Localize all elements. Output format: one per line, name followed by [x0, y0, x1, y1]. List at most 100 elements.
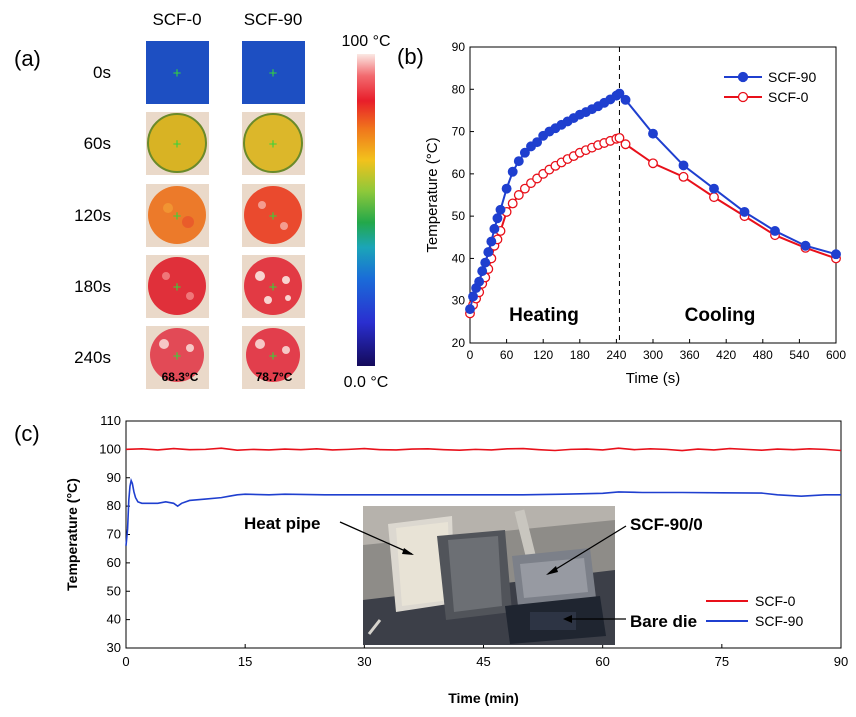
x-tick-label: 480	[753, 348, 773, 362]
svg-text:+: +	[269, 136, 278, 153]
x-tick-label: 540	[789, 348, 809, 362]
series-line-scf-0	[125, 447, 842, 452]
y-tick-label: 30	[107, 640, 121, 655]
legend-label-scf-90: SCF-90	[768, 69, 816, 85]
thermal-image-scf-90-120s: +	[242, 184, 305, 247]
legend-marker-scf-0	[737, 91, 749, 103]
arrowhead-bare-die	[563, 615, 572, 623]
x-tick-label: 360	[680, 348, 700, 362]
data-point-scf-90	[486, 236, 497, 247]
svg-text:+: +	[269, 279, 278, 296]
legend-label-scf-0: SCF-0	[768, 89, 809, 105]
data-point-scf-90	[492, 213, 503, 224]
y-tick-label: 70	[107, 527, 121, 542]
svg-text:+: +	[173, 208, 182, 225]
y-axis-label: Temperature (°C)	[424, 137, 441, 252]
data-point-scf-90	[477, 266, 488, 277]
thermal-image-scf-0-0s: +	[146, 41, 209, 104]
svg-text:+: +	[173, 279, 182, 296]
arrowhead-scf	[546, 566, 558, 575]
thermal-image-scf-0-120s: +	[146, 184, 209, 247]
colorbar	[357, 54, 375, 366]
x-tick-label: 60	[500, 348, 514, 362]
data-point-scf-0	[519, 183, 530, 194]
data-point-scf-90	[507, 166, 518, 177]
data-point-scf-90	[800, 240, 811, 251]
x-tick-label: 420	[716, 348, 736, 362]
colorbar-max-label: 100 °C	[341, 33, 390, 50]
data-point-scf-90	[495, 204, 506, 215]
colorbar-min-label: 0.0 °C	[344, 374, 389, 391]
thermal-image-scf-0-60s: +	[146, 112, 209, 175]
thermal-image-scf-90-0s: +	[242, 41, 305, 104]
thermal-image-scf-90-240s: + 78.7°C	[242, 326, 305, 389]
row-label-180s: 180s	[74, 277, 111, 296]
thermal-image-scf-90-180s: +	[242, 255, 305, 318]
data-point-scf-0	[678, 171, 689, 182]
data-point-scf-90	[709, 183, 719, 194]
y-tick-label: 80	[452, 82, 466, 96]
y-tick-label: 60	[107, 555, 121, 570]
panel-c: (c) 0 15 30 45 60 75 90 30 40 50 60 70 80 90 100 110 Tim…	[14, 413, 848, 706]
y-tick-label: 30	[452, 294, 466, 308]
x-tick-label: 45	[476, 654, 490, 669]
data-point-scf-90	[483, 247, 494, 258]
x-tick-label: 30	[357, 654, 371, 669]
y-tick-label: 50	[107, 583, 121, 598]
y-tick-label: 40	[107, 612, 121, 627]
y-tick-label: 90	[107, 470, 121, 485]
series-line-scf-90	[125, 477, 841, 546]
data-point-scf-90	[501, 183, 512, 194]
legend-label-scf-90: SCF-90	[755, 613, 803, 629]
photo-label-scf: SCF-90/0	[630, 515, 703, 534]
final-temp-scf-90: 78.7°C	[256, 370, 293, 384]
data-point-scf-90	[770, 225, 780, 236]
data-point-scf-90	[465, 304, 475, 315]
thermal-image-scf-0-240s: + 68.3°C	[146, 326, 209, 389]
data-point-scf-90	[614, 88, 625, 99]
y-tick-label: 100	[99, 441, 121, 456]
data-point-scf-0	[513, 190, 524, 200]
legend-label-scf-0: SCF-0	[755, 593, 796, 609]
data-point-scf-90	[648, 128, 658, 139]
x-tick-label: 120	[533, 348, 553, 362]
y-tick-label: 60	[452, 167, 466, 181]
row-label-60s: 60s	[84, 134, 111, 153]
legend-marker-scf-90	[737, 71, 749, 83]
y-tick-label: 50	[452, 209, 466, 223]
data-point-scf-90	[620, 94, 631, 105]
data-point-scf-0	[507, 198, 518, 209]
data-point-scf-0	[620, 139, 631, 150]
photo-label-bare-die: Bare die	[630, 612, 697, 631]
svg-text:+: +	[173, 136, 182, 153]
y-axis-label: Temperature (°C)	[64, 478, 80, 591]
annotation-cooling: Cooling	[685, 305, 756, 326]
panel-a-label: (a)	[14, 46, 41, 71]
data-point-scf-90	[831, 249, 841, 260]
x-tick-label: 300	[643, 348, 663, 362]
svg-text:+: +	[173, 348, 182, 365]
thermal-image-scf-0-180s: +	[146, 255, 209, 318]
series-line-scf-90	[469, 92, 837, 310]
row-label-120s: 120s	[74, 206, 111, 225]
annotation-heating: Heating	[509, 305, 579, 326]
x-tick-label: 60	[595, 654, 609, 669]
y-tick-label: 80	[107, 498, 121, 513]
row-label-0s: 0s	[93, 63, 111, 82]
y-tick-label: 40	[452, 251, 466, 265]
arrow-scf	[547, 525, 627, 575]
column-label-scf-90: SCF-90	[244, 10, 303, 29]
x-axis-label: Time (s)	[626, 370, 680, 387]
data-point-scf-90	[678, 160, 689, 171]
data-point-scf-90	[513, 156, 524, 167]
data-point-scf-90	[480, 257, 491, 268]
y-tick-label: 70	[452, 125, 466, 139]
y-tick-label: 90	[452, 40, 466, 54]
svg-text:+: +	[269, 208, 278, 225]
svg-text:+: +	[269, 348, 278, 365]
data-point-scf-0	[614, 132, 625, 143]
y-tick-label: 110	[100, 413, 121, 428]
panel-c-label: (c)	[14, 421, 40, 446]
x-tick-label: 180	[570, 348, 590, 362]
